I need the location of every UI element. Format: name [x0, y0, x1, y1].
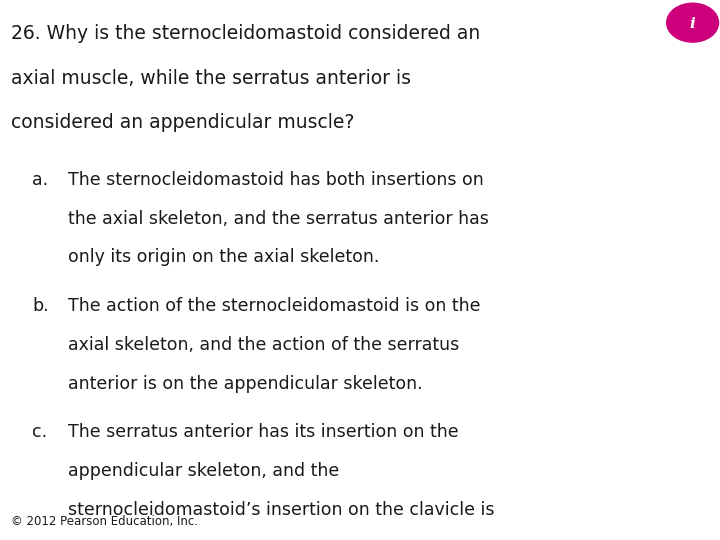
- Text: b.: b.: [32, 297, 49, 315]
- Text: considered an appendicular muscle?: considered an appendicular muscle?: [11, 113, 354, 132]
- Text: The action of the sternocleidomastoid is on the: The action of the sternocleidomastoid is…: [68, 297, 481, 315]
- Text: i: i: [690, 17, 696, 31]
- Circle shape: [667, 3, 719, 42]
- Text: axial muscle, while the serratus anterior is: axial muscle, while the serratus anterio…: [11, 69, 411, 87]
- Text: a.: a.: [32, 171, 48, 188]
- Text: sternocleidomastoid’s insertion on the clavicle is: sternocleidomastoid’s insertion on the c…: [68, 501, 495, 519]
- Text: The serratus anterior has its insertion on the: The serratus anterior has its insertion …: [68, 423, 459, 441]
- Text: only its origin on the axial skeleton.: only its origin on the axial skeleton.: [68, 248, 379, 266]
- Text: appendicular skeleton, and the: appendicular skeleton, and the: [68, 462, 340, 480]
- Text: the axial skeleton, and the serratus anterior has: the axial skeleton, and the serratus ant…: [68, 210, 490, 227]
- Text: 26. Why is the sternocleidomastoid considered an: 26. Why is the sternocleidomastoid consi…: [11, 24, 480, 43]
- Text: c.: c.: [32, 423, 48, 441]
- Text: axial skeleton, and the action of the serratus: axial skeleton, and the action of the se…: [68, 336, 459, 354]
- Text: anterior is on the appendicular skeleton.: anterior is on the appendicular skeleton…: [68, 375, 423, 393]
- Text: © 2012 Pearson Education, Inc.: © 2012 Pearson Education, Inc.: [11, 515, 198, 528]
- Text: The sternocleidomastoid has both insertions on: The sternocleidomastoid has both inserti…: [68, 171, 484, 188]
